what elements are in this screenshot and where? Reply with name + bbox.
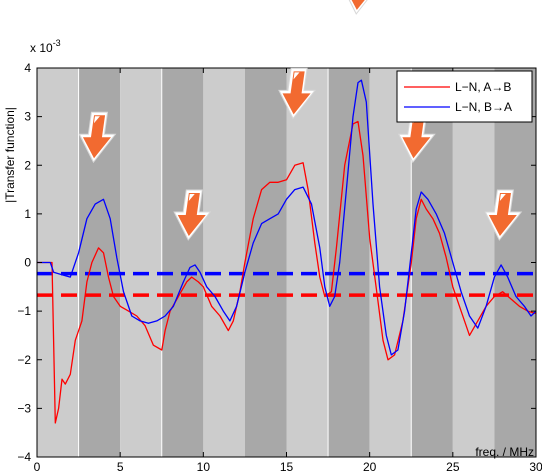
y-tick-label: 2: [24, 158, 31, 172]
arrow-marker: [341, 0, 380, 15]
x-tick-label: 25: [446, 460, 460, 474]
legend-label-a-to-b: L−N, A→B: [455, 80, 511, 94]
series-line: [37, 79, 536, 356]
background-band: [244, 68, 287, 457]
x-axis-label: freq. / MHz: [475, 445, 534, 459]
x-tick-label: 15: [280, 460, 294, 474]
legend-box: [396, 70, 533, 123]
y-exponent-label: x 10-3: [30, 38, 61, 55]
background-bands: [37, 68, 536, 457]
background-band: [452, 68, 495, 457]
y-tick-label: 4: [24, 61, 31, 75]
arrow-marker: [173, 189, 212, 241]
background-band: [161, 68, 204, 457]
x-tick-label: 0: [34, 460, 41, 474]
axis-ticks: 0 5 10 15 20 25 30 −4 −3 −2 −1 0 1 2 3 4: [17, 61, 542, 474]
x-tick-label: 20: [363, 460, 377, 474]
background-band: [494, 68, 536, 457]
series-line: [37, 120, 536, 424]
y-tick-label: −1: [17, 304, 31, 318]
series-lines: [37, 79, 536, 424]
background-band: [203, 68, 245, 457]
y-tick-label: −3: [17, 401, 31, 415]
y-tick-label: −4: [17, 450, 31, 464]
x-tick-label: 30: [529, 460, 542, 474]
arrow-marker: [484, 189, 523, 241]
arrow-markers: [78, 0, 523, 241]
y-tick-label: 1: [24, 207, 31, 221]
y-tick-label: 3: [24, 110, 31, 124]
legend: L−N, A→B L−N, B→A: [396, 70, 533, 123]
y-tick-label: 0: [24, 256, 31, 270]
y-exponent-base: x 10: [30, 41, 53, 55]
background-band: [120, 68, 162, 457]
x-tick-label: 5: [117, 460, 124, 474]
y-exponent-sup: -3: [53, 38, 61, 48]
background-band: [369, 68, 412, 457]
arrow-marker: [278, 67, 316, 120]
y-axis-label: |Transfer function|: [3, 107, 17, 203]
arrow-marker: [78, 111, 117, 164]
legend-label-b-to-a: L−N, B→A: [455, 100, 512, 114]
y-tick-label: −2: [17, 353, 31, 367]
x-tick-label: 10: [197, 460, 211, 474]
